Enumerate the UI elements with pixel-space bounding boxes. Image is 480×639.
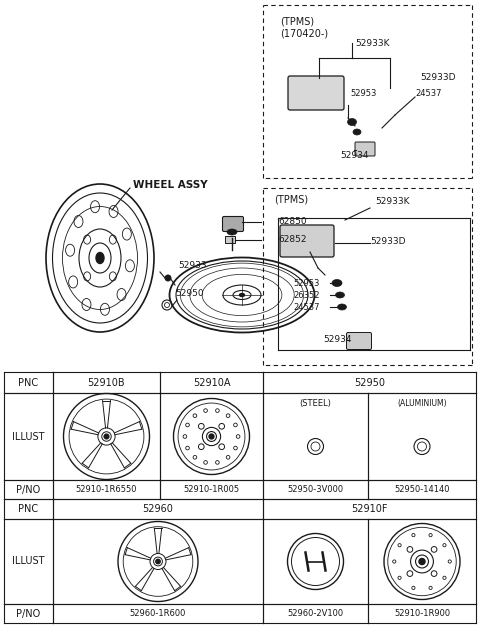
Text: 52950-3V000: 52950-3V000 <box>288 485 344 494</box>
Ellipse shape <box>348 118 357 125</box>
Circle shape <box>419 558 425 564</box>
Text: (ALUMINIUM): (ALUMINIUM) <box>397 399 447 408</box>
Text: 24537: 24537 <box>415 88 442 98</box>
Text: 52950-14140: 52950-14140 <box>394 485 450 494</box>
Text: ILLUST: ILLUST <box>12 431 45 442</box>
Text: 52910F: 52910F <box>351 504 388 514</box>
Ellipse shape <box>96 252 104 263</box>
FancyBboxPatch shape <box>280 225 334 257</box>
Circle shape <box>156 559 160 564</box>
Circle shape <box>165 275 171 281</box>
Text: PNC: PNC <box>18 504 38 514</box>
Text: 52933: 52933 <box>178 261 206 270</box>
Text: 52910-1R005: 52910-1R005 <box>183 485 240 494</box>
FancyBboxPatch shape <box>355 142 375 156</box>
Ellipse shape <box>336 292 345 298</box>
Text: 52960-1R600: 52960-1R600 <box>130 609 186 618</box>
Text: 52933K: 52933K <box>355 38 389 47</box>
Text: 26352: 26352 <box>293 291 320 300</box>
Text: (TPMS): (TPMS) <box>274 194 308 204</box>
Text: 24537: 24537 <box>293 302 320 311</box>
Ellipse shape <box>332 279 342 286</box>
Ellipse shape <box>353 129 361 135</box>
Text: PNC: PNC <box>18 378 38 387</box>
Text: 52910-1R6550: 52910-1R6550 <box>76 485 137 494</box>
Text: (STEEL): (STEEL) <box>300 399 331 408</box>
Text: 52933D: 52933D <box>420 73 456 82</box>
Text: 52910-1R900: 52910-1R900 <box>394 609 450 618</box>
Text: 52934: 52934 <box>340 151 369 160</box>
Ellipse shape <box>337 304 347 310</box>
Text: ILLUST: ILLUST <box>12 557 45 567</box>
Circle shape <box>104 434 109 439</box>
Ellipse shape <box>227 229 237 235</box>
Text: 52910A: 52910A <box>193 378 230 387</box>
FancyBboxPatch shape <box>225 236 235 243</box>
Text: (TPMS): (TPMS) <box>280 17 314 27</box>
Text: (170420-): (170420-) <box>280 28 328 38</box>
FancyBboxPatch shape <box>223 217 243 231</box>
Text: 52960-2V100: 52960-2V100 <box>288 609 344 618</box>
Text: 52933D: 52933D <box>370 238 406 247</box>
Circle shape <box>209 434 214 439</box>
Text: 52934: 52934 <box>323 335 351 344</box>
FancyBboxPatch shape <box>288 76 344 110</box>
FancyBboxPatch shape <box>347 332 372 350</box>
Text: 62850: 62850 <box>278 217 307 226</box>
Text: P/NO: P/NO <box>16 608 41 619</box>
Text: P/NO: P/NO <box>16 484 41 495</box>
Text: WHEEL ASSY: WHEEL ASSY <box>133 180 208 190</box>
Text: 52953: 52953 <box>350 88 376 98</box>
Text: 52950: 52950 <box>175 288 204 298</box>
Text: 52953: 52953 <box>293 279 319 288</box>
Text: 52933K: 52933K <box>375 197 409 206</box>
Ellipse shape <box>240 293 244 296</box>
Text: 62852: 62852 <box>278 236 307 245</box>
Text: 52950: 52950 <box>354 378 385 387</box>
Text: 52960: 52960 <box>143 504 173 514</box>
Text: 52910B: 52910B <box>88 378 125 387</box>
